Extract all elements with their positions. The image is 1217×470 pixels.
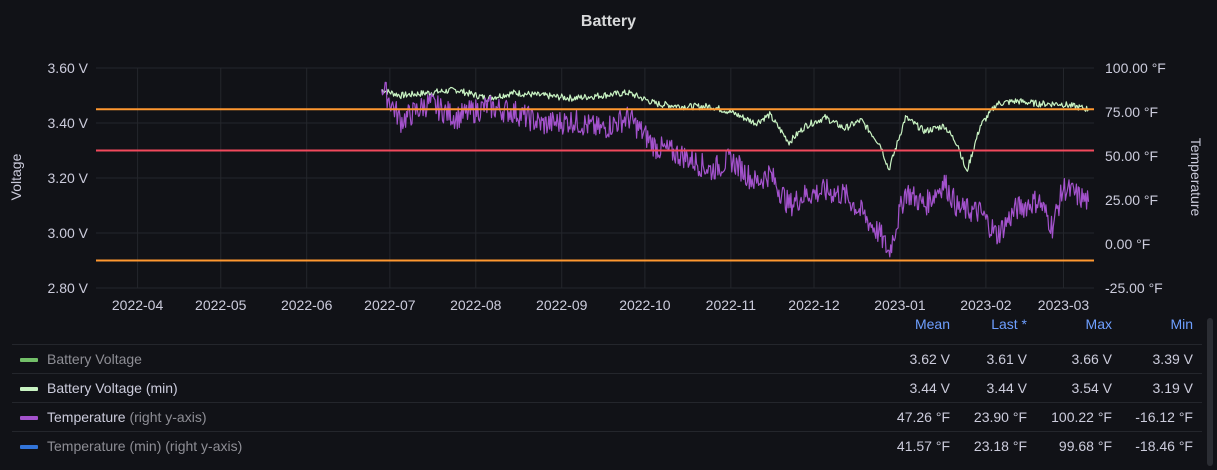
legend-color-swatch[interactable] [20, 387, 38, 391]
legend-axis-note: (right y-axis) [125, 409, 207, 425]
legend-color-swatch[interactable] [20, 358, 38, 362]
legend-value: 3.39 V [1152, 351, 1193, 367]
legend-value: 47.26 °F [896, 409, 950, 425]
y-tick-label-left: 2.80 V [48, 280, 89, 296]
legend-value: 41.57 °F [896, 438, 950, 454]
x-tick-label: 2022-08 [450, 297, 502, 313]
legend-row[interactable]: Temperature (right y-axis) 47.26 °F 23.90 … [12, 402, 1202, 432]
legend-series-label: Temperature (min) [47, 438, 162, 454]
x-tick-label: 2022-07 [364, 297, 416, 313]
y-tick-label-left: 3.40 V [48, 115, 89, 131]
legend-value: 3.61 V [986, 351, 1027, 367]
series-line [380, 81, 1090, 258]
x-axis: 2022-04 2022-05 2022-06 2022-07 2022-08 2022-… [112, 297, 1090, 313]
legend-header-last[interactable]: Last * [991, 316, 1027, 332]
x-tick-label: 2022-05 [195, 297, 247, 313]
legend-color-swatch[interactable] [20, 416, 38, 420]
right-y-axis: 100.00 °F 75.00 °F 50.00 °F 25.00 °F 0.00 °F… [1105, 60, 1166, 296]
legend-series-name[interactable]: Battery Voltage (min) [47, 380, 178, 396]
legend-value: 3.44 V [909, 380, 950, 396]
x-tick-label: 2022-04 [112, 297, 164, 313]
legend-value: 3.19 V [1152, 380, 1193, 396]
y-axis-label-left: Voltage [8, 153, 24, 200]
x-tick-label: 2023-01 [874, 297, 926, 313]
x-tick-label: 2023-03 [1038, 297, 1090, 313]
x-tick-label: 2022-09 [536, 297, 588, 313]
y-tick-label-left: 3.00 V [48, 225, 89, 241]
y-tick-label-left: 3.60 V [48, 60, 89, 76]
legend-series-name[interactable]: Temperature (right y-axis) [47, 409, 207, 425]
legend-value: -16.12 °F [1135, 409, 1193, 425]
left-y-axis: 3.60 V 3.40 V 3.20 V 3.00 V 2.80 V [48, 60, 89, 296]
chart-grid [96, 67, 1094, 289]
y-tick-label-right: 100.00 °F [1105, 60, 1166, 76]
battery-chart[interactable]: 3.60 V 3.40 V 3.20 V 3.00 V 2.80 V 100.00 °F… [0, 0, 1217, 316]
legend-row[interactable]: Battery Voltage (min) 3.44 V 3.44 V 3.54 V 3… [12, 373, 1202, 403]
legend-axis-note: (right y-axis) [161, 438, 243, 454]
threshold-lines [96, 108, 1094, 262]
x-tick-label: 2022-06 [281, 297, 333, 313]
y-tick-label-right: 50.00 °F [1105, 148, 1158, 164]
legend-series-name[interactable]: Temperature (min) (right y-axis) [47, 438, 242, 454]
y-axis-label-right: Temperature [1188, 138, 1204, 217]
legend-header-min[interactable]: Min [1170, 316, 1193, 332]
legend-value: 99.68 °F [1058, 438, 1112, 454]
legend-row[interactable]: Temperature (min) (right y-axis) 41.57 °F… [12, 431, 1202, 461]
legend-row[interactable]: Battery Voltage 3.62 V 3.61 V 3.66 V 3.39 V [12, 344, 1202, 374]
x-tick-label: 2023-02 [960, 297, 1012, 313]
legend-series-label: Battery Voltage [47, 351, 142, 367]
legend-series-label: Temperature [47, 409, 126, 425]
y-tick-label-right: 0.00 °F [1105, 236, 1150, 252]
legend-value: -18.46 °F [1135, 438, 1193, 454]
y-tick-label-left: 3.20 V [48, 170, 89, 186]
legend-scrollbar[interactable] [1207, 318, 1213, 466]
legend-series-label: Battery Voltage (min) [47, 380, 178, 396]
legend-header-mean[interactable]: Mean [914, 316, 950, 332]
legend-value: 23.18 °F [973, 438, 1027, 454]
legend-value: 3.62 V [909, 351, 950, 367]
legend-value: 3.54 V [1071, 380, 1112, 396]
x-tick-label: 2022-11 [706, 297, 757, 313]
legend-value: 100.22 °F [1051, 409, 1112, 425]
series-lines [380, 81, 1090, 258]
legend-value: 3.44 V [986, 380, 1027, 396]
y-tick-label-right: 25.00 °F [1105, 192, 1158, 208]
legend-color-swatch[interactable] [20, 445, 38, 449]
y-tick-label-right: -25.00 °F [1105, 280, 1163, 296]
x-tick-label: 2022-12 [788, 297, 840, 313]
x-tick-label: 2022-10 [619, 297, 671, 313]
legend-series-name[interactable]: Battery Voltage [47, 351, 142, 367]
legend-value: 23.90 °F [973, 409, 1027, 425]
legend-header-max[interactable]: Max [1085, 316, 1112, 332]
legend-value: 3.66 V [1071, 351, 1112, 367]
y-tick-label-right: 75.00 °F [1105, 104, 1158, 120]
panel-title[interactable]: Battery [580, 13, 637, 30]
series-line [381, 86, 1090, 172]
